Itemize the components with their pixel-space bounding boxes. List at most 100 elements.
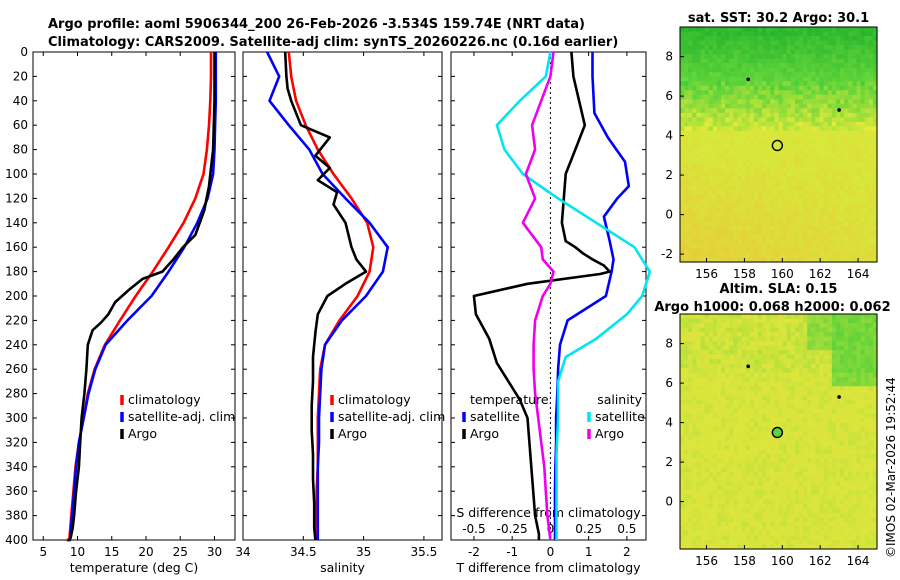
sst-cell (745, 212, 751, 218)
sst-cell (835, 243, 841, 250)
sla-cell (790, 472, 796, 478)
sst-cell (868, 90, 874, 96)
sla-cell (860, 458, 866, 464)
sla-cell (848, 399, 853, 405)
sst-cell (807, 248, 812, 254)
diff-line-s-satellite (495, 51, 652, 540)
sst-cell (729, 27, 734, 33)
sla-cell (729, 512, 734, 518)
sst-cell (766, 149, 771, 155)
sla-cell (749, 404, 755, 410)
sla-cell (745, 417, 751, 424)
sst-cell (696, 85, 702, 91)
sst-cell (831, 63, 837, 69)
sla-cell (725, 399, 730, 405)
sla-cell (749, 463, 755, 469)
sst-cell (860, 234, 866, 240)
sst-cell (749, 212, 755, 218)
sst-xtick-label: 164 (847, 267, 870, 281)
sst-cell (848, 63, 853, 69)
sla-cell (766, 386, 771, 392)
sla-cell (844, 472, 849, 478)
sst-cell (868, 194, 874, 200)
sla-cell (778, 413, 784, 419)
sla-cell (721, 490, 726, 496)
sla-cell (844, 517, 849, 523)
sla-cell (688, 318, 693, 324)
sst-cell (737, 167, 743, 173)
diff-legend-temperature-heading: temperature (470, 392, 549, 407)
sla-cell (864, 345, 870, 351)
sst-cell (835, 27, 841, 33)
sla-cell (729, 440, 734, 446)
sst-cell (815, 257, 821, 263)
sst-cell (700, 252, 706, 259)
sst-cell (733, 189, 739, 195)
sst-cell (815, 221, 821, 227)
sst-cell (823, 158, 829, 164)
sst-cell (835, 189, 841, 195)
sst-cell (872, 176, 878, 182)
sla-cell (729, 426, 734, 433)
sla-cell (733, 476, 739, 482)
sla-cell (864, 318, 870, 324)
sla-cell (721, 449, 726, 455)
sst-cell (794, 198, 800, 204)
sla-cell (770, 485, 775, 491)
sla-cell (700, 445, 706, 451)
sst-cell (762, 54, 767, 60)
sla-cell (688, 517, 693, 523)
sst-cell (790, 212, 796, 218)
sst-cell (708, 230, 714, 236)
sst-cell (803, 90, 808, 96)
sst-cell (827, 99, 833, 105)
sla-cell (692, 314, 698, 320)
sst-cell (848, 112, 853, 118)
sla-cell (733, 377, 739, 383)
sst-cell (725, 243, 730, 250)
sst-cell (860, 149, 866, 155)
sst-cell (872, 185, 878, 191)
sla-cell (794, 517, 800, 523)
sst-cell (708, 257, 714, 263)
sla-cell (680, 426, 685, 433)
sla-cell (844, 314, 849, 320)
sla-cell (753, 377, 759, 383)
sst-cell (700, 243, 706, 250)
sla-cell (745, 377, 751, 383)
sla-cell (827, 345, 833, 351)
sla-cell (811, 359, 817, 365)
sst-cell (860, 203, 866, 209)
sla-cell (860, 454, 866, 460)
sst-cell (856, 76, 862, 82)
sla-cell (852, 390, 858, 396)
sla-cell (774, 458, 780, 464)
sla-cell (737, 377, 743, 383)
sst-cell (692, 63, 698, 69)
sla-cell (835, 345, 841, 351)
sla-cell (712, 345, 718, 351)
sst-cell (737, 139, 743, 146)
sla-cell (790, 336, 796, 342)
sla-cell (823, 413, 829, 419)
sst-cell (753, 243, 759, 250)
sst-cell (872, 198, 878, 204)
sst-cell (729, 158, 734, 164)
sla-cell (790, 381, 796, 387)
sla-cell (860, 363, 866, 369)
sst-cell (794, 176, 800, 182)
sla-cell (790, 481, 796, 487)
sla-cell (807, 467, 812, 473)
sla-cell (766, 381, 771, 387)
sst-cell (778, 243, 784, 250)
sst-cell (807, 126, 812, 132)
sst-cell (770, 58, 775, 64)
sst-cell (733, 216, 739, 222)
sla-cell (721, 368, 726, 374)
sla-cell (868, 359, 874, 365)
sla-cell (835, 449, 841, 455)
sla-cell (823, 404, 829, 410)
sla-cell (782, 490, 788, 496)
sst-cell (708, 49, 714, 55)
sla-cell (688, 350, 693, 356)
